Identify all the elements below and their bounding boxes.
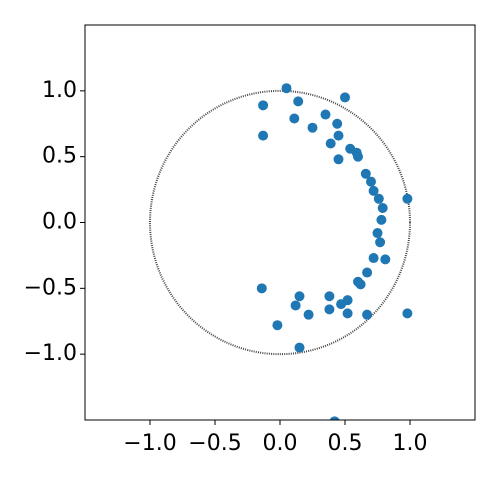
point: [373, 193, 384, 204]
point: [362, 267, 373, 278]
x-tick-label: −0.5: [188, 431, 241, 456]
point: [362, 309, 373, 320]
point: [377, 203, 388, 214]
x-tick-label: 0.5: [328, 431, 363, 456]
point: [256, 283, 267, 294]
x-tick-label: −1.0: [123, 431, 176, 456]
x-tick-label: 0.0: [263, 431, 298, 456]
point: [402, 193, 413, 204]
point: [375, 237, 386, 248]
point: [336, 299, 347, 310]
point: [324, 304, 335, 315]
point: [376, 214, 387, 225]
point: [333, 154, 344, 165]
point: [402, 308, 413, 319]
point: [290, 300, 301, 311]
point: [320, 109, 331, 120]
point: [258, 100, 269, 111]
point: [360, 168, 371, 179]
point: [368, 253, 379, 264]
point: [353, 151, 363, 162]
point: [368, 185, 379, 196]
point: [372, 228, 383, 239]
point: [307, 122, 318, 133]
point: [294, 342, 305, 353]
point: [303, 309, 314, 320]
point: [333, 130, 344, 141]
point: [340, 92, 350, 103]
y-tick-label: −0.5: [24, 275, 77, 300]
point: [342, 308, 353, 319]
point: [380, 254, 391, 265]
point: [258, 130, 269, 141]
point: [293, 96, 304, 107]
x-tick-label: 1.0: [393, 431, 428, 456]
axes-frame: [84, 24, 476, 421]
point: [329, 416, 340, 420]
point: [272, 320, 283, 331]
point: [289, 113, 300, 124]
y-tick-label: −1.0: [24, 341, 77, 366]
y-tick-label: 1.0: [42, 78, 77, 103]
point: [294, 291, 305, 302]
point: [325, 138, 336, 149]
point: [366, 176, 376, 187]
point: [332, 118, 343, 129]
y-tick-label: 0.5: [42, 144, 77, 169]
plot-area: [149, 83, 413, 420]
point: [281, 83, 292, 94]
unit-circle: [149, 89, 411, 356]
point: [355, 279, 366, 290]
y-tick-label: 0.0: [42, 210, 77, 235]
point: [324, 291, 335, 302]
